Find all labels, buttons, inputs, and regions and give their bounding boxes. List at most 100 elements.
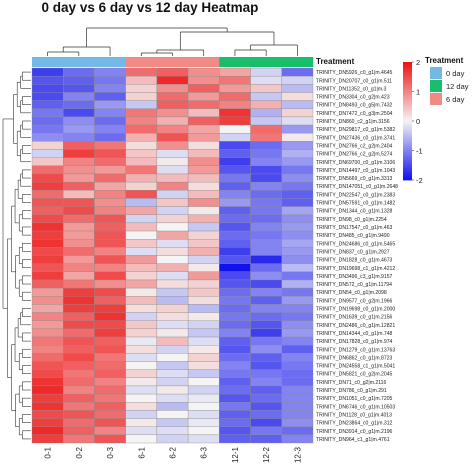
heatmap-cell [219,230,251,240]
heatmap-cell [94,410,126,419]
row-label: TRINITY_DN29817_c0_g1|m.5382 [316,127,395,133]
heatmap-cell [187,181,220,191]
heatmap-cell [156,198,189,207]
heatmap-cell [250,434,282,444]
row-label: TRINITY_DN5669_c0_g1|m.3313 [316,176,393,182]
heatmap-cell [94,361,126,370]
column-dendrogram [47,27,298,56]
heatmap-cell [63,369,95,378]
treatment-legend: Treatment 0 day 12 day 6 day [425,56,469,105]
heatmap-cell [63,361,95,370]
heatmap-cell [156,426,189,436]
heatmap-cell [250,296,282,305]
row-label: TRINITY_DN9577_c0_g2|m.1966 [316,298,393,304]
heatmap-cell [31,165,64,175]
heatmap-cell [156,328,189,338]
heatmap-cell [94,149,126,158]
heatmap-cell [156,279,189,289]
heatmap-cell [156,287,189,297]
heatmap-cell [94,67,126,77]
heatmap-cell [156,369,189,378]
heatmap-cell [281,344,314,354]
heatmap-cell [281,377,314,387]
heatmap-cell [219,271,251,281]
colorbar-segment [403,128,412,132]
row-label: TRINITY_DN3304_c0_g2|m.423 [316,95,390,101]
heatmap-cell [31,385,64,395]
heatmap-cell [31,173,64,183]
heatmap-cell [219,402,251,411]
heatmap-cell [31,426,64,436]
colorbar-segment [403,113,412,116]
heatmap-cell [31,124,64,134]
heatmap-cell [187,369,220,378]
heatmap-cell [31,214,64,224]
colorbar-segment [403,105,412,108]
heatmap-cell [219,426,251,436]
colorbar-segment [403,62,412,65]
heatmap-cell [31,181,64,191]
heatmap-cell [63,206,95,215]
heatmap-cell [281,320,314,330]
heatmap-cell [281,84,314,93]
heatmap-cell [250,165,282,175]
heatmap-cell [187,108,220,118]
heatmap-cell [281,149,314,158]
heatmap-cell [125,173,158,183]
heatmap-cell [63,165,95,175]
heatmap-cell [125,304,158,313]
heatmap-cell [125,385,158,395]
heatmap-cell [63,141,95,150]
heatmap-cell [187,328,220,338]
heatmap-cell [94,157,126,167]
heatmap-cell [94,304,126,313]
heatmap-cell [156,67,189,77]
heatmap-cell [94,124,126,134]
colorbar-segment [403,126,412,130]
heatmap-cell [156,271,189,281]
column-labels: 0-1 0-2 0-3 6-1 6-2 6-3 12-1 12-2 12-3 [44,446,303,463]
colorbar-segment [403,122,412,126]
heatmap-cell [125,206,158,215]
heatmap-cell [31,92,64,101]
heatmap-cell [94,100,126,109]
heatmap-cell [94,173,126,183]
row-label: TRINITY_DN3914_c0_g1|m.2196 [316,429,393,435]
heatmap-cell [219,214,251,224]
heatmap-cell [63,190,95,199]
colorbar: 2 1 0 -1 -2 [403,58,423,185]
heatmap-cell [31,271,64,281]
heatmap-cell [187,133,220,142]
heatmap-cell [63,181,95,191]
row-label: TRINITY_DN19698_c1_g1|m.4212 [316,266,395,272]
row-label: TRINITY_DN27436_c0_g1|m.3741 [316,135,395,141]
heatmap-cell [94,426,126,436]
annotation-cell [32,57,64,67]
heatmap-cell [31,198,64,207]
heatmap-cell [125,418,158,427]
legend-label: 0 day [446,69,465,78]
heatmap-cell [250,312,282,321]
heatmap-cell [31,230,64,240]
heatmap-cell [125,377,158,387]
row-label: TRINITY_DN71_c0_g2|m.2116 [316,380,386,386]
colorbar-segment [403,176,412,179]
heatmap-cell [63,198,95,207]
heatmap-cell [125,296,158,305]
heatmap-cell [94,328,126,338]
heatmap-cell [219,312,251,321]
heatmap-cell [250,149,282,158]
heatmap-cell [250,67,282,77]
heatmap-cell [187,222,220,232]
heatmap-cell [156,247,189,256]
colorbar-segment [403,109,412,112]
heatmap-cell [31,133,64,142]
colorbar-segment [403,77,412,81]
legend-title: Treatment [425,56,464,65]
heatmap-cell [94,222,126,232]
heatmap-cell [63,287,95,297]
heatmap-cell [156,190,189,199]
colorbar-segment [403,142,412,145]
heatmap-cell [31,100,64,109]
heatmap-cell [94,369,126,378]
